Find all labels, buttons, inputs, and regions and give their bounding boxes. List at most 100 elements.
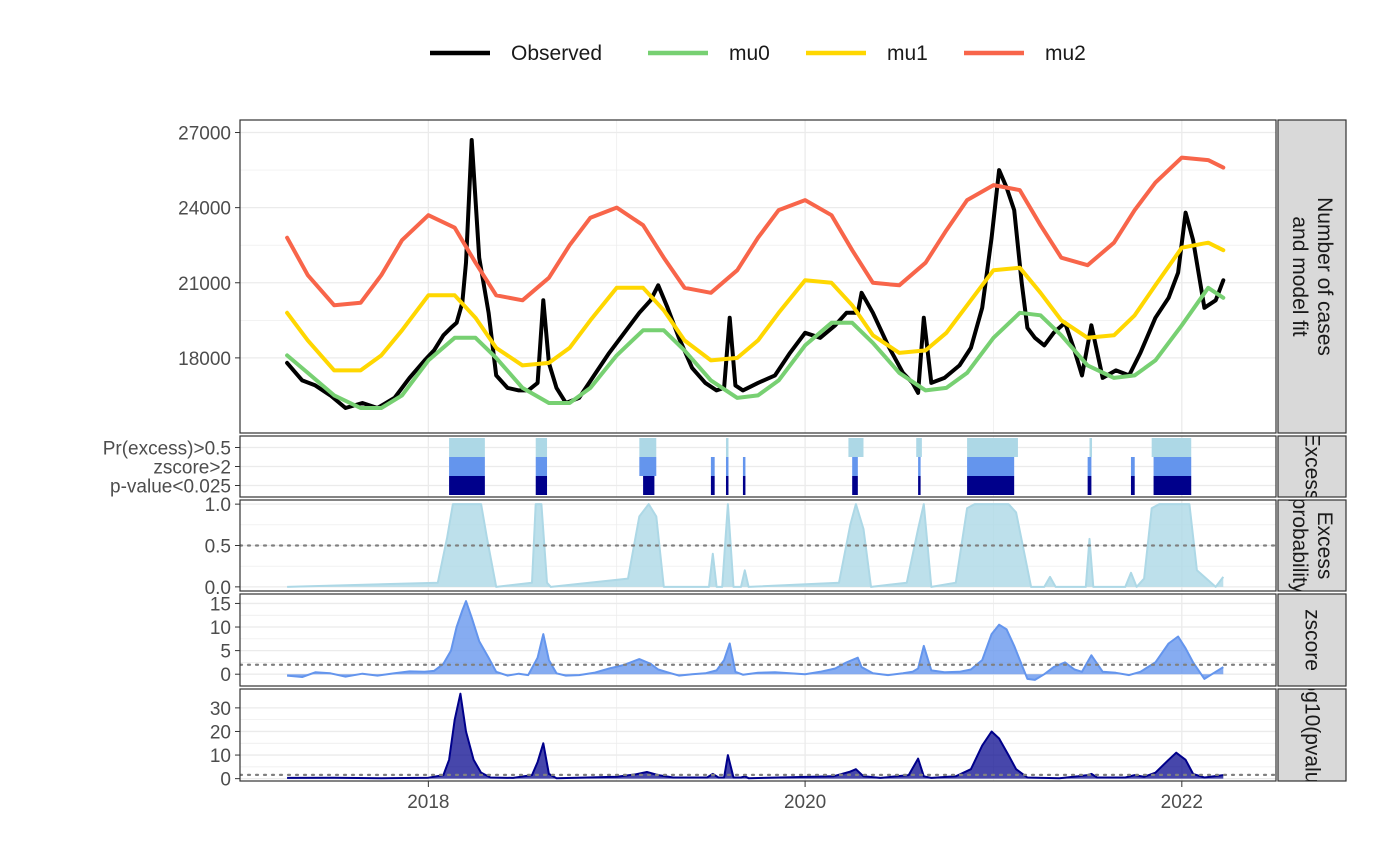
strip-label: Excess (1313, 512, 1336, 580)
excess-bar (742, 476, 746, 495)
y-tick-label: 30 (210, 699, 231, 720)
strip-text-group: -log10(pvalue) (1301, 668, 1324, 802)
legend-item-mu2: mu2 (964, 42, 1086, 65)
excess-bar (1087, 476, 1092, 495)
excess-bar (449, 476, 485, 495)
excess-bar (1130, 457, 1135, 476)
excess-bar (852, 457, 858, 476)
y-tick-label: 0 (220, 665, 231, 686)
legend-item-mu1: mu1 (806, 42, 928, 65)
strip-background (1277, 688, 1347, 782)
excess-bar (535, 438, 548, 457)
strip-label: and model fit (1288, 216, 1311, 336)
excess-bar (1153, 476, 1192, 495)
excess-bar (918, 476, 921, 495)
panel-border (239, 688, 1277, 782)
excess-bar (535, 476, 548, 495)
panel-border (239, 119, 1277, 434)
strip-zscore: zscore (1277, 593, 1347, 687)
y-tick-label: 1.0 (205, 495, 231, 516)
strip-label: Number of cases (1313, 197, 1336, 356)
y-tick-label: 0 (220, 770, 231, 791)
y-tick-label: 27000 (178, 124, 231, 145)
panel-zscore: 05 10 15 zscore (210, 593, 1347, 687)
strip-excess: Excess (1277, 433, 1347, 501)
grid (240, 689, 1276, 781)
series-line-mu1 (285, 240, 1226, 373)
legend-label-mu2: mu2 (1045, 42, 1086, 65)
legend-label-mu1: mu1 (887, 42, 928, 65)
excess-bar (725, 476, 729, 495)
panel-border (239, 593, 1277, 687)
y-tick-label: 21000 (178, 274, 231, 295)
panel-content (285, 138, 1226, 410)
strip-background (1277, 435, 1347, 498)
strip-label: -log10(pvalue) (1301, 668, 1324, 802)
strip-background (1277, 593, 1347, 687)
excess-bar (535, 457, 548, 476)
excess-bar (639, 457, 657, 476)
legend-item-mu0: mu0 (648, 42, 770, 65)
excess-bar (742, 457, 746, 476)
line-prob (287, 503, 1225, 588)
excess-bar (1087, 457, 1092, 476)
strip-text-group: zscore (1301, 609, 1324, 671)
excess-bar (967, 476, 1015, 495)
y-tick-label: p-value<0.025 (110, 477, 231, 498)
series-line-observed (285, 138, 1226, 410)
excess-bar (449, 457, 485, 476)
excess-bar (918, 457, 921, 476)
area-pval (287, 693, 1224, 779)
panel-border (239, 435, 1277, 498)
x-axis: 2018 2020 2022 (407, 781, 1203, 813)
strip-label: Excess (1301, 433, 1324, 501)
legend-label-mu0: mu0 (729, 42, 770, 65)
panel-content (240, 600, 1276, 681)
x-tick-label: 2018 (407, 792, 449, 813)
strip-label: probability (1288, 498, 1311, 594)
excess-bar (449, 438, 485, 457)
strip-background (1277, 499, 1347, 592)
strip-background (1277, 119, 1347, 434)
panel-content (240, 692, 1276, 780)
excess-bar (967, 438, 1018, 457)
excess-bar (916, 438, 922, 457)
excess-bar (710, 476, 715, 495)
legend: Observed mu0 mu1 mu2 (430, 42, 1086, 65)
y-tick-label: 18000 (178, 349, 231, 370)
excess-bar (710, 457, 715, 476)
excess-bar (1151, 438, 1192, 457)
grid (240, 120, 1276, 433)
line-pval (287, 692, 1224, 780)
x-tick-label: 2020 (784, 792, 826, 813)
panel-content (240, 503, 1276, 588)
excess-bar (725, 438, 729, 457)
panel-border (239, 499, 1277, 592)
y-tick-label: 24000 (178, 199, 231, 220)
excess-bar (967, 457, 1015, 476)
series-line-mu2 (285, 155, 1226, 308)
grid (240, 594, 1276, 686)
line-zscore (287, 600, 1224, 681)
excess-bar (1089, 438, 1093, 457)
y-tick-label: 20 (210, 722, 231, 743)
area-prob (287, 504, 1224, 587)
excess-bar (639, 438, 657, 457)
panel-background (240, 689, 1276, 781)
excess-bar (725, 457, 729, 476)
excess-bar (848, 438, 864, 457)
y-tick-label: Pr(excess)>0.5 (103, 439, 231, 460)
excess-bar (1130, 476, 1135, 495)
panel-content (449, 438, 1192, 495)
excess-bar (852, 476, 858, 495)
y-tick-label: zscore>2 (153, 458, 231, 479)
x-tick-label: 2022 (1161, 792, 1203, 813)
